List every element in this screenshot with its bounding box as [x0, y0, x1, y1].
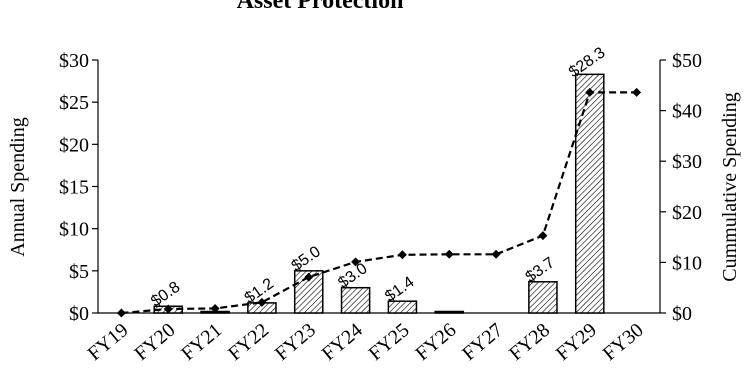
- y-axis-label: Annual Spending: [7, 117, 29, 256]
- x-tick-label: FY27: [458, 319, 507, 365]
- right-tick-label: $30: [672, 151, 702, 173]
- bar-fy26: [435, 312, 463, 314]
- left-axis-ticks: $0 $5 $10 $15 $20 $25 $30: [59, 50, 98, 325]
- x-tick-label: FY26: [411, 319, 460, 365]
- x-tick-label: FY21: [177, 319, 226, 365]
- x-tick-label: FY23: [271, 319, 320, 365]
- cumulative-point-fy28: [538, 231, 547, 240]
- bar-fy28: [529, 282, 557, 313]
- right-axis-ticks: $0 $10 $20 $30 $40 $50: [660, 50, 702, 325]
- bar-fy29: [576, 74, 604, 313]
- x-tick-label: FY30: [599, 319, 648, 365]
- y2-axis-label: Cummulative Spending: [719, 92, 741, 281]
- x-tick-label: FY19: [84, 319, 133, 365]
- x-tick-label: FY24: [318, 319, 367, 365]
- cumulative-point-fy25: [398, 250, 407, 259]
- left-tick-label: $10: [59, 219, 89, 241]
- cumulative-point-fy30: [632, 88, 641, 97]
- x-tick-label: FY29: [552, 319, 601, 365]
- cumulative-line-series: [117, 88, 641, 318]
- x-tick-label: FY25: [365, 319, 414, 365]
- left-tick-label: $30: [59, 50, 89, 72]
- right-tick-label: $50: [672, 50, 702, 72]
- x-tick-label: FY22: [224, 319, 273, 365]
- bar-fy24: [342, 288, 370, 313]
- bar-data-labels: $0.8 $1.2$5.0$3.0 $1.4$3.7$28.3: [148, 44, 608, 310]
- left-tick-label: $15: [59, 177, 89, 199]
- x-tick-label: FY28: [505, 319, 554, 365]
- left-tick-label: $0: [69, 303, 89, 325]
- left-tick-label: $5: [69, 261, 89, 283]
- right-tick-label: $10: [672, 252, 702, 274]
- right-tick-label: $20: [672, 202, 702, 224]
- cumulative-point-fy27: [492, 250, 501, 259]
- left-tick-label: $20: [59, 134, 89, 156]
- x-axis-tick-labels: FY19FY20FY21FY22FY23FY24FY25FY26FY27FY28…: [84, 319, 648, 365]
- cumulative-point-fy19: [117, 309, 126, 318]
- chart-title: Asset Protection: [237, 0, 404, 14]
- right-tick-label: $0: [672, 303, 692, 325]
- cumulative-line: [121, 92, 636, 313]
- cumulative-point-fy26: [445, 250, 454, 259]
- left-tick-label: $25: [59, 92, 89, 114]
- right-tick-label: $40: [672, 101, 702, 123]
- x-tick-label: FY20: [130, 319, 179, 365]
